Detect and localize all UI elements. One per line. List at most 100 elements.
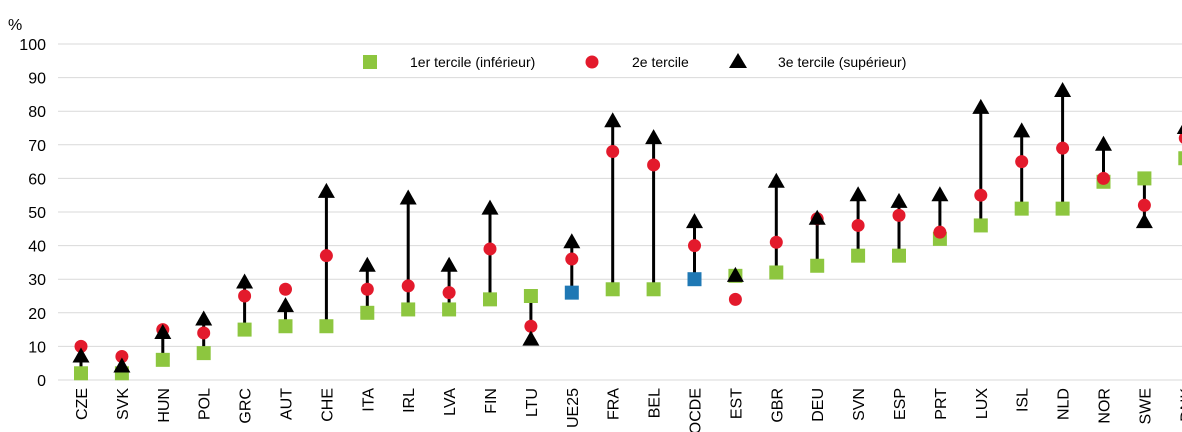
- x-tick-label: ITA: [360, 388, 377, 412]
- marker-tercile-2: [647, 158, 661, 172]
- y-tick-label: 20: [28, 306, 46, 323]
- x-tick-label: POL: [197, 388, 214, 420]
- x-tick-label: OCDE: [688, 388, 705, 432]
- marker-tercile-3: [317, 182, 335, 198]
- x-tick-label: GBR: [769, 388, 786, 423]
- x-tick-label: ISL: [1015, 388, 1032, 412]
- marker-tercile-2: [319, 249, 333, 263]
- marker-tercile-2: [442, 286, 456, 300]
- y-tick-label: 80: [28, 104, 46, 121]
- marker-tercile-3: [604, 112, 622, 128]
- marker-tercile-1: [687, 272, 702, 287]
- marker-tercile-2: [401, 279, 415, 293]
- marker-tercile-3: [522, 330, 540, 346]
- data-markers: [72, 82, 1182, 381]
- marker-tercile-2: [1056, 141, 1070, 155]
- marker-tercile-3: [277, 297, 294, 313]
- x-tick-label: UE25: [565, 388, 582, 428]
- marker-tercile-1: [442, 302, 457, 317]
- x-tick-label: IRL: [401, 388, 418, 413]
- y-tick-label: 100: [19, 37, 46, 54]
- marker-tercile-2: [1178, 132, 1182, 144]
- legend-marker-tercile-3: [729, 53, 747, 68]
- x-tick-label: CZE: [74, 388, 91, 420]
- x-tick-label: NOR: [1097, 388, 1114, 424]
- marker-tercile-2: [892, 208, 906, 222]
- marker-tercile-1: [74, 366, 88, 381]
- x-tick-label: ESP: [892, 388, 909, 420]
- marker-tercile-1: [973, 218, 988, 233]
- marker-tercile-3: [72, 347, 90, 363]
- marker-tercile-1: [1178, 151, 1182, 166]
- marker-tercile-2: [1137, 198, 1151, 212]
- legend-label: 2e tercile: [632, 54, 689, 70]
- y-axis-ticks: 0 10 20 30 40 50 60 70 80 90 100: [19, 37, 46, 390]
- marker-tercile-3: [563, 233, 581, 249]
- marker-tercile-3: [358, 256, 376, 272]
- marker-tercile-1: [483, 292, 497, 307]
- marker-tercile-3: [645, 129, 663, 145]
- x-tick-label: FIN: [483, 388, 500, 414]
- y-axis-label: %: [8, 17, 22, 34]
- marker-tercile-1: [319, 319, 334, 334]
- marker-tercile-2: [851, 218, 865, 232]
- marker-tercile-1: [892, 248, 906, 263]
- legend-marker-tercile-2: [585, 55, 599, 69]
- marker-tercile-1: [523, 289, 538, 303]
- x-tick-label: LTU: [524, 388, 541, 417]
- y-tick-label: 40: [28, 239, 46, 256]
- x-tick-label: PRT: [933, 388, 950, 420]
- marker-tercile-3: [890, 192, 908, 208]
- marker-tercile-2: [933, 225, 947, 239]
- marker-tercile-3: [154, 323, 172, 339]
- x-tick-label: FRA: [606, 388, 623, 420]
- marker-tercile-2: [565, 252, 579, 266]
- marker-tercile-3: [686, 213, 703, 229]
- marker-tercile-1: [769, 265, 784, 280]
- marker-tercile-1: [851, 248, 866, 263]
- marker-tercile-3: [195, 310, 213, 326]
- marker-tercile-3: [1095, 135, 1112, 151]
- marker-tercile-2: [197, 326, 211, 340]
- x-tick-label: LUX: [974, 388, 991, 419]
- x-tick-label: DEU: [810, 388, 827, 422]
- y-tick-label: 90: [28, 71, 46, 88]
- x-tick-label: SVN: [851, 388, 868, 421]
- marker-tercile-1: [360, 305, 375, 320]
- marker-tercile-2: [279, 282, 292, 296]
- x-tick-label: HUN: [156, 388, 173, 423]
- x-tick-label: EST: [728, 388, 745, 419]
- y-tick-label: 50: [28, 205, 46, 222]
- y-tick-label: 60: [28, 171, 46, 188]
- y-tick-label: 10: [28, 339, 46, 356]
- marker-tercile-2: [74, 339, 88, 353]
- legend-marker-tercile-1: [363, 55, 377, 69]
- x-tick-label: GRC: [238, 388, 255, 424]
- marker-tercile-3: [1135, 213, 1153, 229]
- marker-tercile-1: [401, 302, 416, 317]
- marker-tercile-3: [808, 209, 826, 225]
- marker-tercile-3: [399, 189, 417, 205]
- x-tick-label: NLD: [1056, 388, 1073, 420]
- marker-tercile-2: [769, 235, 783, 249]
- marker-tercile-1: [155, 352, 170, 367]
- marker-tercile-3: [1054, 82, 1072, 98]
- marker-tercile-2: [115, 349, 129, 363]
- marker-tercile-3: [849, 186, 867, 202]
- marker-tercile-3: [972, 98, 990, 114]
- marker-tercile-1: [196, 346, 211, 361]
- marker-tercile-1: [1137, 171, 1152, 186]
- legend: 1er tercile (inférieur) 2e tercile 3e terc…: [363, 53, 906, 70]
- marker-tercile-1: [564, 285, 579, 300]
- marker-tercile-3: [1176, 124, 1182, 134]
- marker-tercile-2: [1097, 171, 1110, 185]
- marker-tercile-1: [810, 258, 825, 273]
- marker-tercile-1: [605, 282, 620, 297]
- marker-tercile-1: [237, 322, 252, 337]
- y-tick-label: 0: [37, 373, 46, 390]
- marker-tercile-1: [1014, 201, 1029, 216]
- marker-tercile-3: [1013, 122, 1031, 138]
- marker-tercile-2: [688, 239, 701, 253]
- x-tick-label: AUT: [279, 388, 296, 420]
